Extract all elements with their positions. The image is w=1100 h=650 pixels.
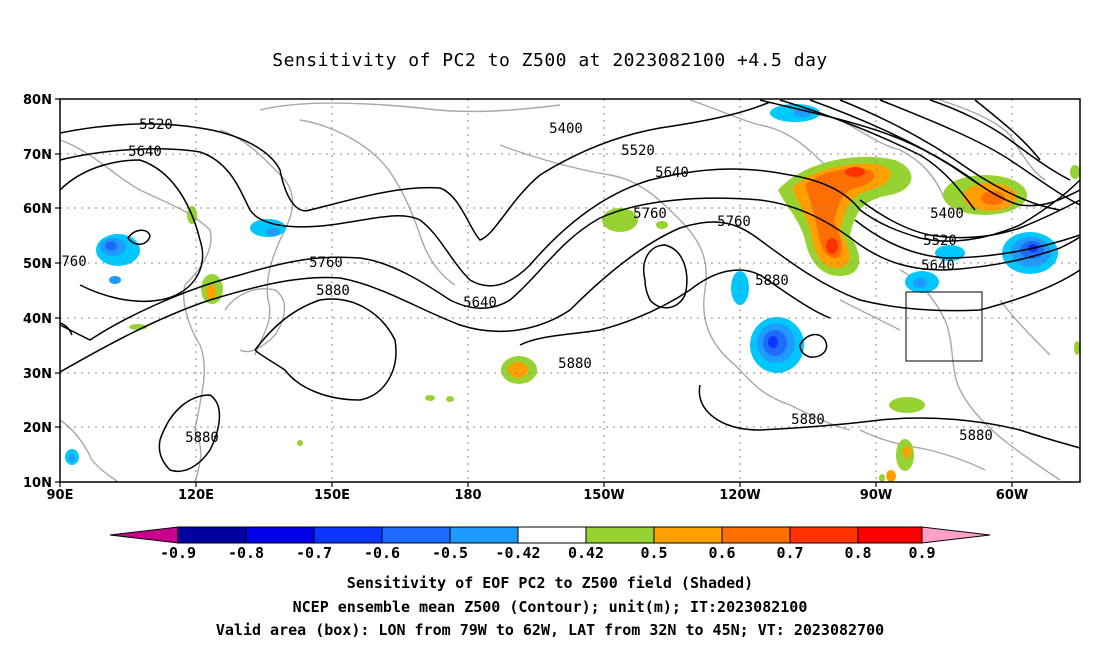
z500-contours (59, 99, 1081, 472)
contour-label: 5760 (309, 255, 343, 271)
contour-label: 5880 (959, 428, 993, 444)
colorbar-cell (177, 526, 247, 544)
lon-label: 120E (178, 488, 214, 503)
lon-label: 90E (47, 488, 74, 503)
contour-labels: 5520 5640 5400 5520 5640 5760 5760 5400 … (61, 117, 993, 446)
lat-label: 40N (23, 312, 52, 327)
colorbar-label: -0.8 (228, 544, 264, 562)
lat-label: 20N (23, 421, 52, 436)
grid-lines (60, 99, 1080, 482)
contour-label: 5520 (139, 117, 173, 133)
lon-label: 150E (314, 488, 350, 503)
latitude-labels: 80N 70N 60N 50N 40N 30N 20N 10N (23, 93, 52, 491)
colorbar-cell (721, 526, 791, 544)
tick-marks (55, 98, 1013, 487)
colorbar-cell (245, 526, 315, 544)
colorbar-cell (857, 526, 923, 544)
lat-label: 10N (23, 476, 52, 491)
lon-label: 120W (719, 488, 760, 503)
colorbar-label: -0.6 (364, 544, 400, 562)
colorbar-label: 0.9 (908, 544, 935, 562)
caption-line-3: Valid area (box): LON from 79W to 62W, L… (215, 621, 885, 639)
colorbar-left-triangle (109, 526, 179, 544)
colorbar-cell (381, 526, 451, 544)
colorbar-cell (789, 526, 859, 544)
lon-label: 90W (860, 488, 892, 503)
lat-label: 30N (23, 367, 52, 382)
colorbar-label: 0.7 (776, 544, 803, 562)
longitude-labels: 90E 120E 150E 180 150W 120W 90W 60W (47, 488, 1029, 503)
contour-label: 5400 (930, 206, 964, 222)
lon-label: 180 (454, 488, 481, 503)
contour-label: 5880 (791, 412, 825, 428)
caption-line-1: Sensitivity of EOF PC2 to Z500 field (Sh… (346, 574, 754, 592)
colorbar-cell (653, 526, 723, 544)
lat-label: 80N (23, 93, 52, 108)
colorbar-label: 0.5 (640, 544, 667, 562)
colorbar-cell (517, 526, 587, 544)
contour-label: 5760 (633, 206, 667, 222)
colorbar-label: 0.8 (844, 544, 871, 562)
contour-label: 5760 (717, 214, 751, 230)
colorbar-label: -0.7 (296, 544, 332, 562)
contour-label: 5880 (558, 356, 592, 372)
shaded-sensitivity (65, 104, 1080, 482)
lat-label: 50N (23, 257, 52, 272)
contour-label: 5880 (755, 273, 789, 289)
colorbar-label: 0.42 (568, 544, 604, 562)
colorbar-cell (585, 526, 655, 544)
map-title: Sensitivity of PC2 to Z500 at 2023082100… (272, 50, 828, 71)
contour-label: 5520 (923, 233, 957, 249)
contour-label: 5400 (549, 121, 583, 137)
colorbar-cell (449, 526, 519, 544)
valid-area-box (905, 291, 983, 362)
contour-label: 5640 (463, 295, 497, 311)
lat-label: 60N (23, 202, 52, 217)
contour-label: 5640 (921, 258, 955, 274)
colorbar-label: -0.9 (160, 544, 196, 562)
colorbar-right-triangle (921, 526, 991, 544)
coastlines (59, 99, 1061, 483)
lat-label: 70N (23, 148, 52, 163)
lon-label: 60W (996, 488, 1028, 503)
contour-label: 5520 (621, 143, 655, 159)
contour-label: 5880 (185, 430, 219, 446)
colorbar-label: 0.6 (708, 544, 735, 562)
contour-label: 5640 (655, 165, 689, 181)
lon-label: 150W (583, 488, 624, 503)
plot-frame (59, 98, 1081, 483)
contour-label: 760 (61, 254, 86, 270)
contour-label: 5640 (128, 144, 162, 160)
colorbar-cell (313, 526, 383, 544)
caption-line-2: NCEP ensemble mean Z500 (Contour); unit(… (292, 598, 808, 616)
colorbar-label: -0.42 (495, 544, 540, 562)
colorbar-label: -0.5 (432, 544, 468, 562)
contour-label: 5880 (316, 283, 350, 299)
colorbar: -0.9 -0.8 -0.7 -0.6 -0.5 -0.42 0.42 0.5 … (109, 526, 991, 562)
